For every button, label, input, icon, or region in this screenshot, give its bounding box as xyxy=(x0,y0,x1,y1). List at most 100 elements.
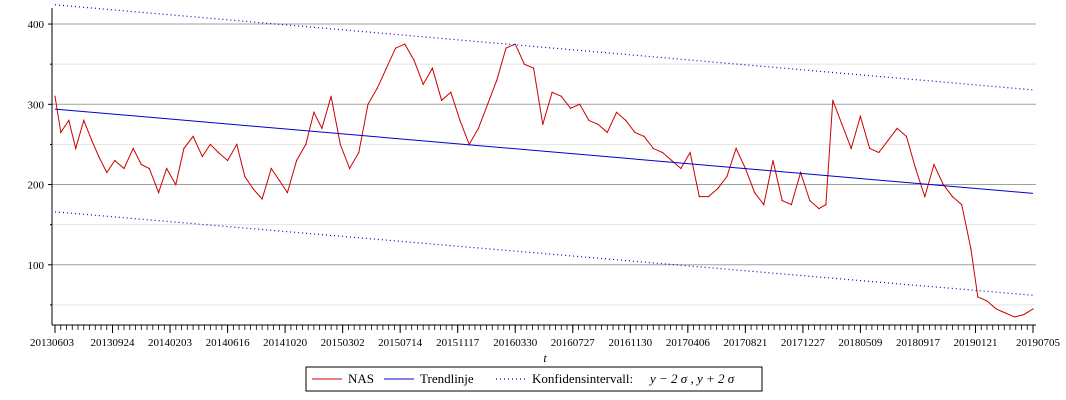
axes xyxy=(51,8,1036,326)
nas-point xyxy=(98,155,100,158)
nas-point xyxy=(244,175,246,178)
nas-point xyxy=(505,47,507,49)
legend-label-trend: Trendlinje xyxy=(420,371,474,386)
legend-label-interval: Konfidensintervall: xyxy=(532,371,633,386)
nas-point xyxy=(132,147,134,150)
nas-point xyxy=(305,143,307,146)
nas-point xyxy=(726,175,728,178)
x-tick-label: 20170821 xyxy=(723,337,767,349)
x-tick-label: 20140203 xyxy=(148,337,193,349)
y-tick-label: 100 xyxy=(28,260,45,272)
nas-point xyxy=(832,99,834,101)
nas-point xyxy=(825,204,827,206)
nas-point xyxy=(339,143,341,146)
legend-box xyxy=(305,366,763,392)
nas-point xyxy=(261,198,263,200)
x-tick-label: 20130924 xyxy=(91,337,136,349)
nas-point xyxy=(652,147,654,150)
nas-point xyxy=(166,167,168,170)
nas-point xyxy=(91,139,93,142)
nas-point xyxy=(698,195,700,198)
x-tick-label: 20130603 xyxy=(30,337,75,349)
nas-point xyxy=(615,111,618,113)
nas-point xyxy=(477,127,480,129)
nas-point xyxy=(114,159,116,162)
nas-point xyxy=(440,99,443,101)
nas-point xyxy=(995,308,997,310)
nas-point xyxy=(140,163,142,166)
x-tick-label: 20150302 xyxy=(321,337,365,349)
nas-point xyxy=(413,59,415,61)
nas-point xyxy=(790,204,792,206)
grid-lines xyxy=(52,23,1036,306)
nas-point xyxy=(217,151,219,154)
nas-point xyxy=(68,119,70,121)
nas-point xyxy=(487,103,489,105)
nas-point xyxy=(588,119,590,121)
nas-point xyxy=(799,171,802,174)
nas-point xyxy=(523,63,526,65)
legend-label-nas: NAS xyxy=(348,371,374,386)
nas-point xyxy=(358,151,360,154)
nas-point xyxy=(905,135,908,138)
nas-point xyxy=(977,296,979,298)
nas-point xyxy=(252,187,254,190)
nas-point xyxy=(514,43,516,45)
nas-point xyxy=(209,143,211,146)
nas-point xyxy=(348,167,351,170)
nas-point xyxy=(772,159,774,162)
nas-point xyxy=(83,119,85,121)
nas-point xyxy=(1004,312,1006,314)
series-line-trendlinje xyxy=(54,108,1034,194)
nas-point xyxy=(961,204,963,206)
nas-point xyxy=(278,179,280,182)
nas-point xyxy=(924,195,926,198)
nas-point xyxy=(569,107,572,109)
nas-point xyxy=(887,139,889,142)
nas-point xyxy=(533,67,535,69)
nas-point xyxy=(625,119,627,121)
confidence-upper-line xyxy=(54,4,1034,91)
nas-point xyxy=(201,155,203,158)
nas-point xyxy=(781,200,783,202)
x-tick-label: 20141020 xyxy=(263,337,308,349)
nas-point xyxy=(680,167,682,170)
legend: NAS Trendlinje Konfidensintervall: y − 2… xyxy=(305,366,763,392)
nas-point xyxy=(450,91,452,93)
nas-point xyxy=(1013,316,1016,318)
nas-point xyxy=(385,67,387,69)
nas-point xyxy=(606,131,608,133)
nas-point xyxy=(542,123,544,125)
nas-point xyxy=(148,167,150,170)
nas-point xyxy=(717,187,719,190)
x-axis-ticks: 20130603 20130924 20140203 20140616 20141020… xyxy=(30,325,1061,349)
nas-point xyxy=(330,95,332,97)
x-axis-label: t xyxy=(543,351,547,365)
x-tick-label: 20180509 xyxy=(838,337,883,349)
nas-point xyxy=(707,195,710,198)
x-tick-label: 20170406 xyxy=(666,337,711,349)
nas-point xyxy=(671,159,673,162)
nas-point xyxy=(1032,308,1034,310)
x-tick-label: 20160727 xyxy=(551,337,596,349)
nas-point xyxy=(597,123,599,125)
nas-point xyxy=(1023,313,1025,316)
nas-point xyxy=(896,127,898,129)
nas-point xyxy=(321,127,323,129)
legend-interval-math: y − 2 σ , y + 2 σ xyxy=(648,371,735,386)
nas-point xyxy=(313,111,315,113)
y-axis-ticks: 100 200 300 400 xyxy=(28,19,52,306)
nas-point xyxy=(933,163,935,166)
nas-point xyxy=(459,119,461,121)
y-tick-label: 300 xyxy=(28,99,45,111)
nas-point xyxy=(986,300,988,302)
nas-point xyxy=(560,95,562,97)
nas-point xyxy=(763,204,765,206)
x-tick-label: 20151117 xyxy=(436,337,480,349)
nas-point xyxy=(226,159,229,162)
x-tick-label: 20180917 xyxy=(896,337,941,349)
nas-point xyxy=(643,135,645,138)
nas-point xyxy=(869,147,871,150)
nas-point xyxy=(579,103,581,105)
